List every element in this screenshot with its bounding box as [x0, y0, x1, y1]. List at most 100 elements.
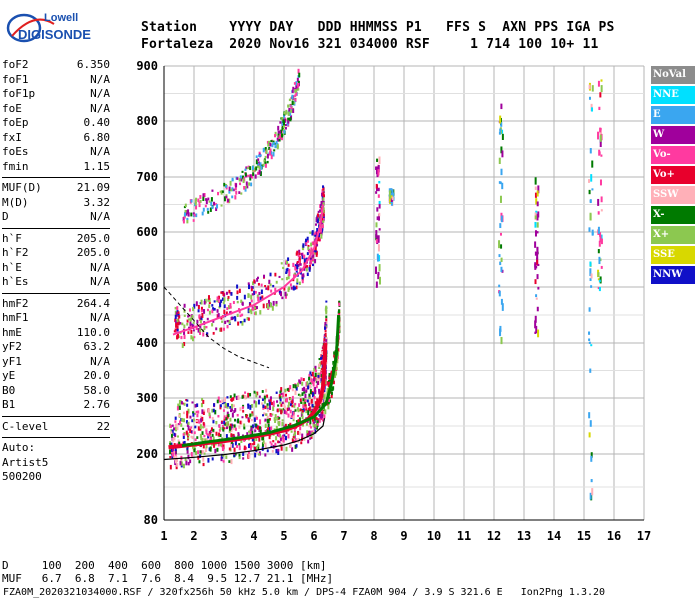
echo-point	[227, 421, 230, 426]
echo-point	[237, 321, 240, 326]
echo-point	[311, 432, 314, 436]
autoscale-info: Auto: Artist5 500200	[2, 441, 110, 485]
param-group-3: h`F 205.0 h`F2 205.0 h`E N/A h`Es N/A	[2, 232, 110, 290]
param-value: 205.0	[76, 246, 110, 259]
echo-point	[294, 266, 297, 271]
echo-point	[245, 181, 248, 186]
echo-point	[210, 201, 213, 206]
echo-point	[316, 218, 319, 224]
echo-point	[263, 159, 266, 163]
param-row: foF1 N/A	[2, 73, 110, 88]
echo-point	[211, 309, 214, 314]
echo-point	[312, 417, 315, 422]
echo-point	[282, 123, 285, 128]
echo-point	[296, 264, 299, 270]
param-group-2: MUF(D) 21.09 M(D) 3.32 D N/A	[2, 181, 110, 225]
echo-point	[600, 85, 603, 93]
echo-point	[287, 120, 290, 124]
echo-point	[377, 244, 380, 252]
echo-point	[256, 416, 259, 420]
echo-point	[259, 310, 262, 315]
echo-point	[278, 290, 281, 293]
echo-point	[235, 183, 238, 188]
echo-point	[245, 446, 248, 450]
echo-point	[317, 407, 320, 411]
echo-point	[315, 419, 318, 422]
echo-point	[271, 143, 274, 148]
echo-point	[233, 435, 236, 438]
digisonde-logo: Lowell DIGISONDE	[4, 6, 114, 46]
echo-point	[378, 255, 381, 262]
echo-point	[316, 380, 319, 385]
echo-point	[314, 389, 317, 395]
echo-point	[268, 303, 271, 307]
echo-point	[170, 433, 173, 438]
echo-point	[252, 172, 255, 176]
echo-point	[536, 231, 539, 234]
echo-point	[198, 421, 201, 424]
echo-point	[290, 108, 293, 113]
echo-point	[215, 431, 218, 436]
echo-point	[246, 432, 249, 437]
echo-point	[285, 296, 288, 299]
plot-axes: 1 2 3 4 5 6 7 8 9 10 11 12 13 14 15 16 17802003004005006…	[136, 59, 651, 543]
echo-point	[312, 378, 315, 382]
divider	[2, 437, 110, 438]
echo-point	[205, 429, 208, 435]
param-row: yF2 63.2	[2, 340, 110, 355]
echo-point	[281, 126, 284, 131]
echo-point	[280, 262, 283, 265]
echo-point	[600, 265, 603, 269]
param-name: foF2	[2, 58, 29, 71]
echo-point	[170, 431, 173, 435]
echo-point	[231, 316, 234, 320]
echo-point	[302, 243, 305, 248]
echo-point	[291, 447, 294, 452]
echo-point	[284, 388, 287, 393]
echo-point	[225, 434, 228, 439]
echo-point	[217, 313, 220, 318]
echo-point	[223, 196, 226, 202]
echo-point	[177, 311, 180, 314]
echo-point	[305, 242, 308, 246]
echo-point	[235, 191, 238, 195]
echo-point	[280, 291, 283, 297]
echo-point	[316, 423, 319, 426]
echo-point	[222, 424, 225, 428]
echo-point	[292, 108, 295, 113]
param-value: 205.0	[76, 231, 110, 245]
echo-point	[535, 297, 538, 300]
echo-point	[228, 289, 231, 294]
echo-point	[588, 338, 591, 341]
echo-point	[221, 453, 224, 459]
echo-point	[199, 450, 202, 454]
echo-point	[177, 423, 180, 426]
echo-point	[253, 167, 256, 172]
echo-point	[185, 398, 188, 402]
echo-point	[377, 235, 380, 243]
echo-point	[274, 287, 277, 292]
echo-point	[314, 418, 317, 421]
echo-point	[274, 134, 277, 138]
echo-point	[314, 246, 317, 251]
echo-point	[536, 222, 539, 228]
echo-point	[190, 435, 193, 438]
echo-point	[305, 267, 308, 272]
echo-point	[284, 126, 287, 130]
echo-point	[307, 244, 310, 247]
echo-point	[337, 348, 340, 352]
echo-point	[597, 249, 600, 254]
echo-point	[197, 426, 200, 431]
echo-point	[239, 320, 242, 324]
echo-point	[195, 419, 198, 422]
echo-point	[589, 199, 592, 204]
echo-point	[498, 290, 501, 297]
param-value: 264.4	[76, 296, 110, 310]
param-value: N/A	[90, 145, 110, 158]
echo-point	[219, 302, 222, 308]
echo-point	[378, 156, 381, 164]
echo-point	[220, 327, 223, 332]
echo-point	[203, 409, 206, 413]
echo-point	[268, 146, 271, 151]
echo-point	[324, 332, 327, 337]
